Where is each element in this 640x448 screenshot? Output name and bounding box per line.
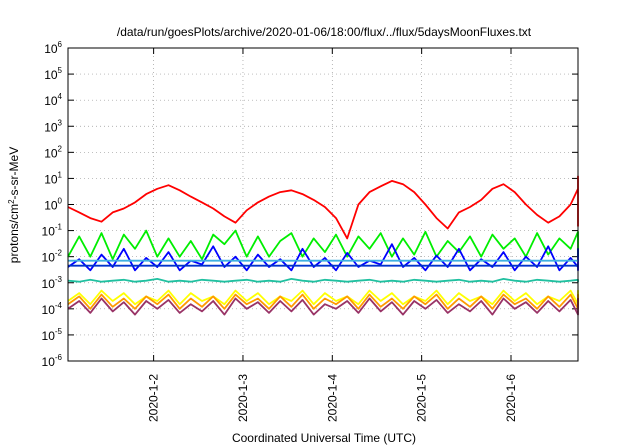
- y-tick-exponent: 6: [58, 40, 63, 49]
- y-tick-exponent: 3: [58, 118, 63, 127]
- y-tick-labels: 10610510410310210110010-110-210-310-410-…: [42, 40, 63, 369]
- y-axis-label-text: protons/cm: [7, 204, 21, 263]
- y-tick-label: 101: [44, 170, 62, 186]
- y-tick-exponent: 1: [58, 170, 63, 179]
- y-tick-base: 10: [42, 329, 56, 343]
- y-tick-label: 10-1: [42, 223, 63, 239]
- x-tick-labels: 2020-1-2 2020-1-3 2020-1-4 2020-1-5 2020-1-6: [147, 374, 518, 422]
- y-tick-exponent: -3: [55, 275, 63, 284]
- y-tick-base: 10: [42, 225, 56, 239]
- x-tick-label: 2020-1-4: [325, 374, 339, 422]
- series-line-5: [67, 277, 579, 283]
- y-axis-label: protons/cm2-s-sr-MeV: [7, 147, 22, 263]
- y-tick-label: 105: [44, 66, 62, 82]
- y-tick-base: 10: [44, 68, 58, 82]
- y-tick-label: 106: [44, 40, 62, 56]
- y-tick-base: 10: [44, 42, 58, 56]
- x-axis-label: Coordinated Universal Time (UTC): [232, 431, 416, 445]
- y-tick-base: 10: [44, 120, 58, 134]
- y-tick-exponent: 2: [58, 144, 63, 153]
- plot-frame: [67, 47, 579, 362]
- x-tick-label: 2020-1-5: [415, 374, 429, 422]
- y-tick-exponent: 0: [58, 197, 63, 206]
- y-tick-label: 104: [44, 92, 62, 108]
- y-tick-label: 10-5: [42, 327, 63, 343]
- y-tick-base: 10: [44, 146, 58, 160]
- y-tick-exponent: 5: [58, 66, 63, 75]
- y-axis-label-sup: 2: [7, 199, 16, 204]
- y-tick-exponent: 4: [58, 92, 63, 101]
- y-tick-base: 10: [44, 172, 58, 186]
- grid: [68, 47, 578, 362]
- y-tick-label: 102: [44, 144, 62, 160]
- y-tick-base: 10: [42, 355, 56, 369]
- x-tick-label: 2020-1-3: [236, 374, 250, 422]
- y-tick-base: 10: [44, 94, 58, 108]
- y-tick-exponent: -5: [55, 327, 63, 336]
- chart-title: /data/run/goesPlots/archive/2020-01-06/1…: [117, 25, 532, 39]
- y-tick-exponent: -4: [55, 301, 63, 310]
- y-tick-label: 10-4: [42, 301, 63, 317]
- y-tick-label: 10-6: [42, 353, 63, 369]
- y-tick-exponent: -1: [55, 223, 63, 232]
- y-tick-label: 103: [44, 118, 62, 134]
- y-tick-label: 100: [44, 197, 62, 213]
- y-tick-label: 10-3: [42, 275, 63, 291]
- x-tick-label: 2020-1-6: [504, 374, 518, 422]
- x-tick-label: 2020-1-2: [147, 374, 161, 422]
- series-line-0: [67, 175, 579, 240]
- y-tick-base: 10: [44, 199, 58, 213]
- y-axis-label-rest: -s-sr-MeV: [7, 147, 21, 200]
- y-tick-base: 10: [42, 277, 56, 291]
- y-tick-label: 10-2: [42, 249, 63, 265]
- y-tick-base: 10: [42, 303, 56, 317]
- y-tick-base: 10: [42, 251, 56, 265]
- y-tick-exponent: -6: [55, 353, 63, 362]
- y-tick-exponent: -2: [55, 249, 63, 258]
- series-layer: [67, 175, 579, 316]
